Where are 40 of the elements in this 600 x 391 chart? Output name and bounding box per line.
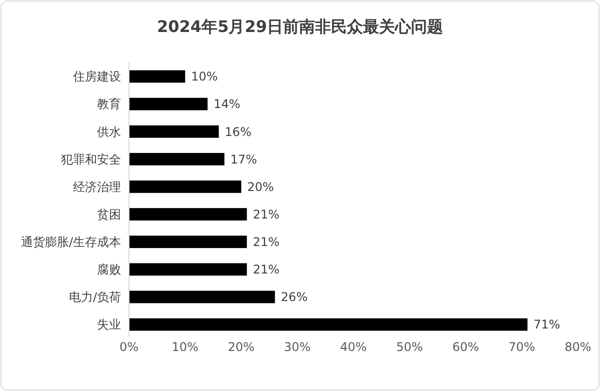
data-label: 14%: [214, 97, 240, 112]
y-tick-label: 电力/负荷: [68, 290, 121, 304]
x-tick-label: 70%: [508, 340, 536, 354]
data-label: 71%: [533, 318, 560, 332]
data-label: 21%: [252, 207, 280, 222]
y-tick-label: 犯罪和安全: [61, 152, 121, 166]
y-tick-label: 供水: [97, 124, 121, 139]
y-tick-label: 通货膨胀/生存成本: [20, 235, 121, 250]
x-tick-label: 80%: [564, 340, 592, 354]
x-tick-label: 40%: [340, 340, 367, 354]
x-tick-label: 50%: [396, 340, 423, 354]
bar: [129, 98, 208, 110]
y-tick-label: 腐败: [97, 262, 121, 277]
bar: [129, 236, 247, 248]
bar: [129, 318, 528, 331]
x-tick-label: 60%: [452, 340, 480, 354]
y-tick-label: 住房建设: [72, 70, 121, 84]
x-tick-label: 20%: [228, 340, 255, 354]
data-label: 21%: [252, 235, 280, 250]
x-tick-label: 10%: [172, 340, 198, 354]
x-tick-label: 0%: [119, 340, 139, 354]
bar: [129, 208, 247, 220]
data-label: 16%: [224, 124, 252, 139]
data-label: 21%: [252, 262, 280, 277]
data-label: 10%: [191, 70, 218, 84]
data-label: 20%: [247, 180, 274, 194]
chart-title: 2024年5月29日前南非民众最关心问题: [157, 17, 443, 36]
y-tick-label: 贫困: [97, 207, 121, 222]
bar: [129, 125, 219, 138]
y-tick-label: 失业: [97, 318, 121, 332]
data-label: 17%: [230, 152, 258, 166]
bar: [129, 152, 224, 166]
bar: [129, 263, 247, 276]
bar: [129, 180, 242, 193]
y-tick-label: 教育: [97, 97, 121, 112]
y-tick-label: 经济治理: [73, 180, 121, 194]
bar: [129, 70, 186, 83]
data-label: 26%: [280, 290, 308, 304]
x-tick-label: 30%: [284, 340, 311, 354]
bar: [129, 290, 275, 304]
